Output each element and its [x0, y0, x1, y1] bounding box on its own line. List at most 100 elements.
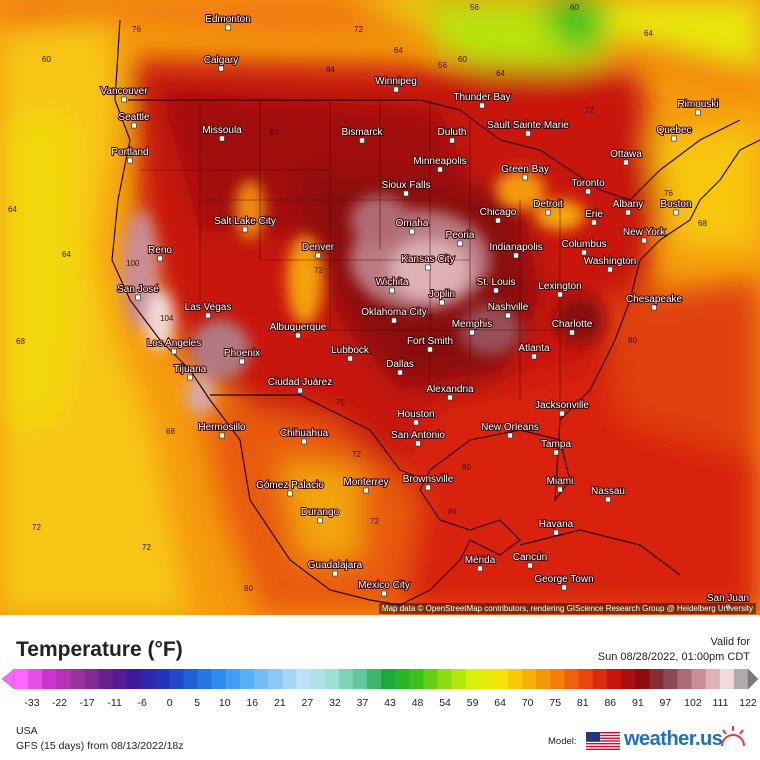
city-marker[interactable]: Reno — [147, 244, 173, 262]
city-marker[interactable]: Fort Smith — [406, 335, 454, 353]
city-dot-icon — [531, 353, 537, 360]
city-marker[interactable]: New Orleans — [480, 421, 540, 439]
city-marker[interactable]: San Antonio — [390, 429, 446, 447]
city-marker[interactable]: Calgary — [203, 54, 239, 72]
city-marker[interactable]: Vancouver — [99, 85, 149, 103]
city-marker[interactable]: Los Angeles — [146, 337, 202, 355]
colorbar-tick-label: -11 — [107, 697, 122, 709]
city-dot-icon — [439, 299, 445, 306]
contour-value-label: 76 — [664, 189, 673, 198]
city-marker[interactable]: Quebec — [655, 124, 693, 142]
map-attribution[interactable]: Map data © OpenStreetMap contributors, r… — [378, 603, 756, 614]
colorbar-tick-label: 27 — [301, 697, 314, 709]
city-label: Duluth — [438, 127, 467, 138]
city-dot-icon — [581, 249, 587, 256]
colorbar-tick-label: 122 — [739, 697, 757, 709]
city-marker[interactable]: Chesapeake — [625, 293, 684, 311]
city-marker[interactable]: New York — [622, 226, 667, 244]
city-marker[interactable]: Ottawa — [609, 148, 643, 166]
city-marker[interactable]: Cancún — [512, 551, 548, 569]
city-marker[interactable]: Tampa — [540, 438, 572, 456]
city-marker[interactable]: Toronto — [570, 177, 606, 195]
city-marker[interactable]: Chicago — [479, 206, 518, 224]
city-marker[interactable]: Mexico City — [357, 579, 411, 597]
city-marker[interactable]: Edmonton — [204, 13, 252, 31]
city-marker[interactable]: Columbus — [560, 238, 608, 256]
temperature-map[interactable]: 60 76 72 64 56 60 64 56 60 64 72 64 64 100 104 68 68 72 72… — [0, 0, 760, 615]
city-marker[interactable]: Omaha — [395, 217, 430, 235]
city-marker[interactable]: Missoula — [201, 124, 243, 142]
city-marker[interactable]: Havana — [538, 518, 575, 536]
city-label: Cancún — [513, 552, 547, 563]
city-marker[interactable]: Durango — [300, 506, 341, 524]
city-marker[interactable]: San José — [116, 283, 160, 301]
city-label: Reno — [148, 245, 172, 256]
city-label: Erie — [585, 209, 603, 220]
city-marker[interactable]: Wichita — [375, 276, 410, 294]
colorbar-subsegment — [649, 669, 664, 689]
contour-value-label: 104 — [160, 314, 174, 323]
city-marker[interactable]: Winnipeg — [374, 75, 418, 93]
city-marker[interactable]: George Town — [533, 573, 595, 591]
city-marker[interactable]: Erie — [584, 208, 604, 226]
city-marker[interactable]: St. Louis — [476, 276, 516, 294]
city-marker[interactable]: Atlanta — [517, 342, 551, 360]
city-marker[interactable]: Oklahoma City — [360, 306, 428, 324]
city-marker[interactable]: Jacksonville — [534, 399, 590, 417]
city-marker[interactable]: Portland — [110, 146, 150, 164]
city-marker[interactable]: Seattle — [117, 111, 151, 129]
city-marker[interactable]: Sioux Falls — [381, 179, 431, 197]
city-marker[interactable]: Chihuahua — [279, 427, 330, 445]
city-marker[interactable]: Lubbock — [330, 344, 371, 362]
city-marker[interactable]: Peoria — [445, 229, 476, 247]
colorbar-tick-label: 5 — [194, 697, 201, 709]
city-marker[interactable]: Rimouski — [676, 98, 720, 116]
city-label: Missoula — [202, 125, 242, 136]
city-marker[interactable]: Las Vegas — [184, 301, 232, 319]
colorbar-tick-label: 59 — [466, 697, 479, 709]
city-marker[interactable]: Detroit — [532, 198, 564, 216]
city-marker[interactable]: Duluth — [437, 126, 467, 144]
city-marker[interactable]: Albuquerque — [269, 321, 328, 339]
city-marker[interactable]: Houston — [396, 408, 436, 426]
city-label: Los Angeles — [147, 338, 202, 349]
city-marker[interactable]: Memphis — [451, 318, 493, 336]
city-marker[interactable]: Sault Sainte Marie — [486, 119, 570, 137]
city-marker[interactable]: Charlotte — [551, 318, 594, 336]
city-marker[interactable]: Indianapolis — [488, 241, 544, 259]
city-marker[interactable]: Monterrey — [342, 476, 390, 494]
city-marker[interactable]: Bismarck — [340, 126, 385, 144]
city-label: San Antonio — [391, 430, 445, 441]
city-marker[interactable]: Joplin — [428, 288, 456, 306]
city-marker[interactable]: Alexandria — [425, 383, 475, 401]
colorbar-subsegment — [677, 669, 693, 689]
city-marker[interactable]: Albany — [612, 198, 644, 216]
city-dot-icon — [403, 190, 409, 197]
city-marker[interactable]: Nashville — [487, 301, 530, 319]
city-marker[interactable]: Brownsville — [402, 473, 455, 491]
city-label: Detroit — [533, 199, 563, 210]
city-marker[interactable]: Nassau — [590, 485, 626, 503]
brand-logo[interactable]: weather.us — [624, 728, 723, 750]
city-marker[interactable]: Lexington — [537, 280, 583, 298]
city-marker[interactable]: Minneapolis — [412, 155, 468, 173]
city-marker[interactable]: Mérida — [464, 554, 497, 572]
city-marker[interactable]: Miami — [546, 475, 574, 493]
city-marker[interactable]: San Juan — [706, 592, 750, 610]
city-marker[interactable]: Hermosillo — [197, 421, 247, 439]
city-marker[interactable]: Gómez Palacio — [255, 479, 325, 497]
city-marker[interactable]: Denver — [301, 241, 336, 259]
city-marker[interactable]: Boston — [659, 198, 693, 216]
city-marker[interactable]: Ciudad Juárez — [267, 376, 333, 394]
city-marker[interactable]: Phoenix — [223, 347, 261, 365]
city-marker[interactable]: Thunder Bay — [452, 91, 512, 109]
city-marker[interactable]: Washington — [583, 255, 637, 273]
city-marker[interactable]: Tijuana — [173, 363, 208, 381]
city-dot-icon — [479, 102, 485, 109]
city-marker[interactable]: Kansas City — [400, 253, 456, 271]
city-label: Oklahoma City — [361, 307, 427, 318]
city-marker[interactable]: Salt Lake City — [213, 215, 277, 233]
city-marker[interactable]: Green Bay — [500, 163, 550, 181]
city-marker[interactable]: Dallas — [385, 358, 415, 376]
city-marker[interactable]: Guadalajara — [307, 559, 364, 577]
